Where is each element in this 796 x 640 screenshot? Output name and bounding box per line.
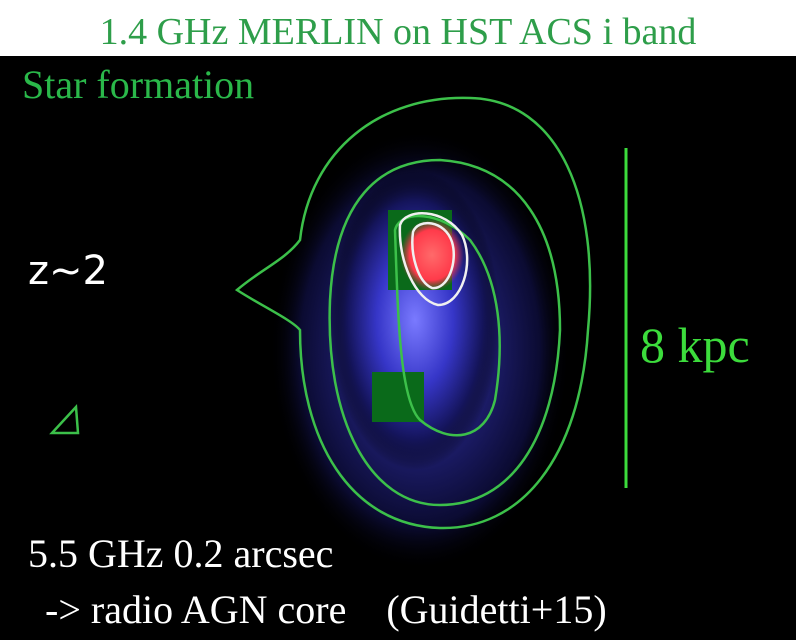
galaxy-image xyxy=(270,130,570,570)
caption-line: 5.5 GHz 0.2 arcsec xyxy=(28,531,333,576)
star-formation-label: Star formation xyxy=(22,62,254,107)
redshift-label: z~2 xyxy=(28,248,108,294)
slide: 1.4 GHz MERLIN on HST ACS i band Star fo… xyxy=(0,0,796,640)
caption-line: -> radio AGN core (Guidetti+15) xyxy=(45,587,607,632)
title: 1.4 GHz MERLIN on HST ACS i band xyxy=(100,11,697,53)
scale-label: 8 kpc xyxy=(640,317,750,373)
